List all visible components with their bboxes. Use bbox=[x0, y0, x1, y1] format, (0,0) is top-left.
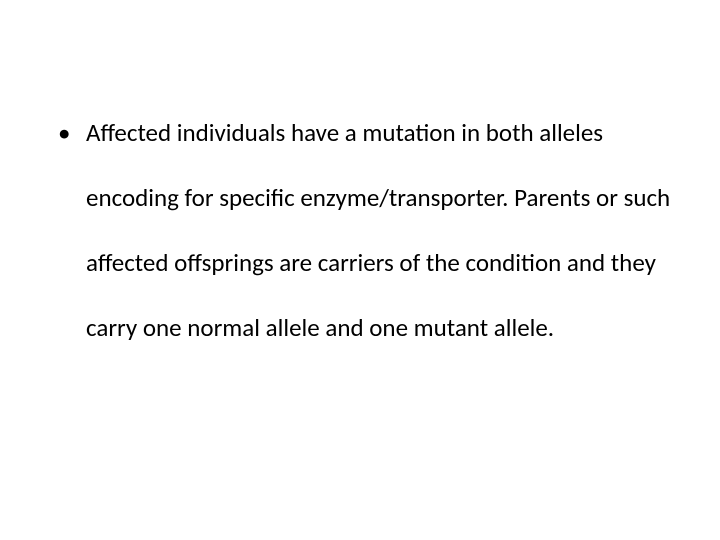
bullet-item: Affected individuals have a mutation in … bbox=[48, 100, 672, 360]
slide: Affected individuals have a mutation in … bbox=[0, 0, 720, 540]
bullet-list: Affected individuals have a mutation in … bbox=[48, 100, 672, 360]
bullet-text: Affected individuals have a mutation in … bbox=[86, 117, 670, 343]
